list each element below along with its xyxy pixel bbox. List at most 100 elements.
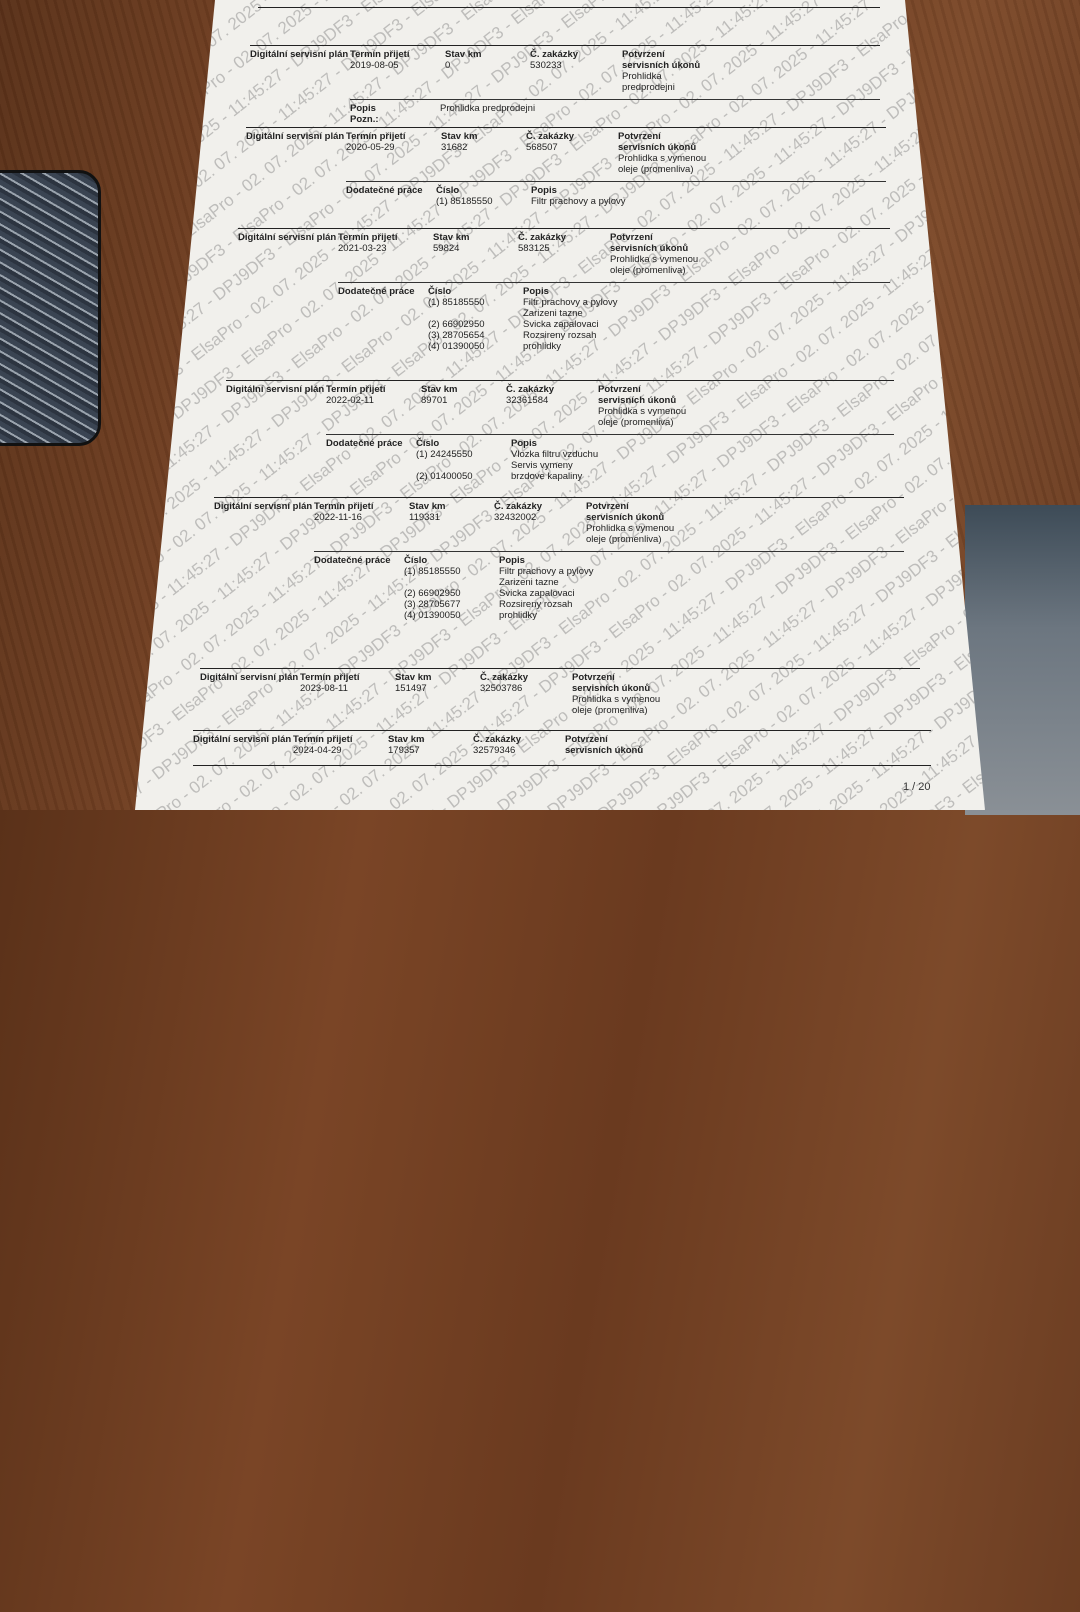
zakazka-cell: Č. zakázky 530233 [530, 49, 622, 93]
cislo-label: Číslo [436, 185, 460, 196]
potvrzeni-label: Potvrzení servisních úkonů [610, 232, 689, 254]
termin-value: 2021-03-23 [338, 243, 387, 254]
zakazka-value: 530233 [530, 60, 562, 71]
cislo-label: Číslo [428, 286, 452, 297]
termin-label: Termín přijetí [314, 501, 374, 512]
item-cislo: (4) 01390050 [428, 341, 485, 352]
km-value: 89701 [421, 395, 448, 406]
note-section: Popis Pozn.: Prohlidka predprodejni [350, 99, 880, 125]
page-number: 1 / 20 [903, 781, 931, 793]
km-cell: Stav km 31682 [441, 131, 526, 175]
km-value: 0 [445, 60, 451, 71]
zakazka-label: Č. zakázky [506, 384, 555, 395]
item-popis: Filtr prachovy a pylovy [523, 297, 618, 308]
potvrzeni-label: Potvrzení servisních úkonů [586, 501, 665, 523]
potvrzeni-cell: Potvrzení servisních úkonů Prohlidka s vy… [598, 384, 894, 428]
termin-cell: Termín přijetí 2020-05-29 [346, 131, 441, 175]
potvrzeni-cell: Potvrzení servisních úkonů Prohlidka s vy… [586, 501, 904, 545]
item-popis: Filtr prachovy a pylovy [531, 196, 626, 207]
zakazka-label: Č. zakázky [518, 232, 567, 243]
km-value: 151497 [395, 683, 427, 694]
km-cell: Stav km 179357 [388, 734, 473, 756]
km-label: Stav km [388, 734, 425, 745]
zakazka-cell: Č. zakázky 32579346 [473, 734, 565, 756]
zakazka-label: Č. zakázky [494, 501, 543, 512]
item-popis: Zarizeni tazne [523, 308, 583, 319]
km-label: Stav km [445, 49, 482, 60]
plan-label: Digitální servisní plán [238, 232, 337, 243]
item-cislo: (2) 66902950 [428, 319, 485, 330]
termin-value: 2022-02-11 [326, 395, 374, 406]
item-popis: Vlozka filtru vzduchu [511, 449, 599, 460]
zakazka-value: 568507 [526, 142, 558, 153]
item-cislo: (2) 01400050 [416, 471, 473, 482]
potvrzeni-cell: Potvrzení servisních úkonů Prohlidka s vy… [572, 672, 920, 716]
km-label: Stav km [409, 501, 446, 512]
km-label: Stav km [441, 131, 478, 142]
item-popis: Svicka zapalovaci [523, 319, 599, 330]
km-label: Stav km [421, 384, 458, 395]
popis-value: Prohlidka predprodejni [440, 103, 536, 114]
cislo-column: Číslo (1) 85185550 (2) 66902950 (3) 2870565… [428, 286, 523, 363]
record-header: Digitální servisní plán Termín přijetí 202… [226, 381, 894, 428]
zakazka-cell: Č. zakázky 32432002 [494, 501, 586, 545]
termin-label: Termín přijetí [326, 384, 386, 395]
item-cislo: (3) 28705654 [428, 330, 485, 341]
km-label: Stav km [433, 232, 470, 243]
termin-label: Termín přijetí [293, 734, 353, 745]
record-header: Digitální servisní plán Termín přijetí 202… [246, 128, 886, 175]
termin-cell: Termín přijetí 2019-08-05 [350, 49, 445, 93]
service-record: Digitální servisní plán Termín přijetí 201… [250, 45, 880, 125]
plan-label: Digitální servisní plán [250, 49, 349, 60]
km-cell: Stav km 59824 [433, 232, 518, 276]
potvrzeni-label: Potvrzení servisních úkonů [565, 734, 644, 756]
plan-label: Digitální servisní plán [246, 131, 345, 142]
zakazka-label: Č. zakázky [530, 49, 579, 60]
zakazka-value: 583125 [518, 243, 550, 254]
item-cislo: (1) 24245550 [416, 449, 473, 460]
potvrzeni-cell: Potvrzení servisních úkonů [565, 734, 931, 756]
potvrzeni-label: Potvrzení servisních úkonů [622, 49, 701, 71]
item-cislo: (3) 28705677 [404, 599, 461, 610]
zakazka-label: Č. zakázky [473, 734, 522, 745]
service-record: Digitální servisní plán Termín přijetí 202… [214, 497, 904, 632]
service-record: Digitální servisní plán Termín přijetí 202… [200, 668, 920, 716]
termin-value: 2019-08-05 [350, 60, 399, 71]
potvrzeni-label: Potvrzení servisních úkonů [572, 672, 651, 694]
termin-cell: Termín přijetí 2023-08-11 [300, 672, 395, 716]
zakazka-cell: Č. zakázky 32503786 [480, 672, 572, 716]
termin-label: Termín přijetí [338, 232, 398, 243]
km-value: 31682 [441, 142, 468, 153]
zakazka-value: 32503786 [480, 683, 523, 694]
zakazka-cell: Č. zakázky 583125 [518, 232, 610, 276]
termin-label: Termín přijetí [350, 49, 410, 60]
zakazka-cell: Č. zakázky 32361584 [506, 384, 598, 428]
record-header: Digitální servisní plán Termín přijetí 202… [193, 731, 931, 756]
km-cell: Stav km 89701 [421, 384, 506, 428]
item-cislo: (4) 01390050 [404, 610, 461, 621]
popis-column: Popis Filtr prachovy a pylovy Zarizeni taz… [499, 555, 904, 632]
cislo-column: Číslo (1) 85185550 (2) 66902950 (3) 2870567… [404, 555, 499, 632]
plan-label: Digitální servisní plán [226, 384, 325, 395]
item-popis: Zarizeni tazne [499, 577, 559, 588]
termin-label: Termín přijetí [300, 672, 360, 683]
cislo-label: Číslo [404, 555, 428, 566]
dodatecne-label: Dodatečné práce [326, 438, 403, 449]
km-cell: Stav km 119331 [409, 501, 494, 545]
additional-work-section: Dodatečné práce Číslo (1) 85185550 Popis Fil… [346, 181, 886, 218]
potvrzeni-value: Prohlidka s vymenou oleje (promenliva) [572, 694, 661, 716]
plan-label: Digitální servisní plán [214, 501, 313, 512]
potvrzeni-value: Prohlidka s vymenou oleje (promenliva) [598, 406, 687, 428]
record-header: Digitální servisní plán Termín přijetí 202… [214, 498, 904, 545]
fabric-background [965, 505, 1080, 815]
popis-label: Popis [350, 103, 376, 114]
item-popis: Filtr prachovy a pylovy [499, 566, 594, 577]
termin-cell: Termín přijetí 2022-11-16 [314, 501, 409, 545]
item-cislo: (1) 85185550 [428, 297, 485, 308]
termin-cell: Termín přijetí 2024-04-29 [293, 734, 388, 756]
zakazka-cell: Č. zakázky 568507 [526, 131, 618, 175]
cislo-column: Číslo (1) 85185550 [436, 185, 531, 218]
dodatecne-label: Dodatečné práce [338, 286, 415, 297]
item-popis: Svicka zapalovaci [499, 588, 575, 599]
km-label: Stav km [395, 672, 432, 683]
